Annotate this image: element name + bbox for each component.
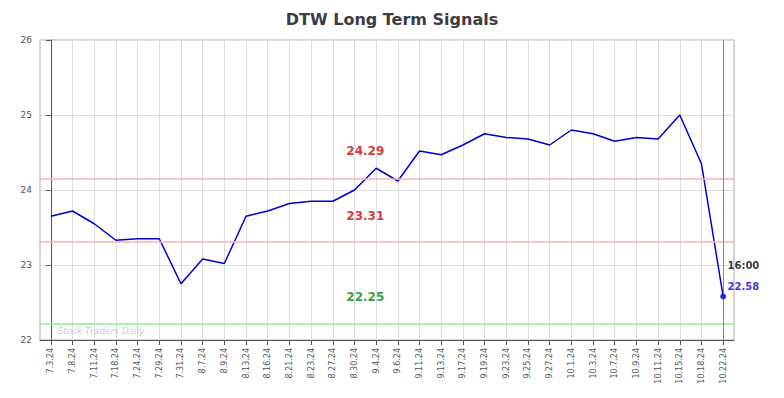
- svg-text:7.11.24: 7.11.24: [90, 348, 99, 379]
- svg-text:26: 26: [21, 35, 33, 45]
- svg-text:8.30.24: 8.30.24: [350, 348, 359, 379]
- svg-text:8.21.24: 8.21.24: [285, 348, 294, 379]
- svg-text:9.23.24: 9.23.24: [502, 348, 511, 379]
- svg-text:9.13.24: 9.13.24: [437, 348, 446, 379]
- svg-text:8.27.24: 8.27.24: [328, 348, 337, 379]
- svg-text:10.11.24: 10.11.24: [654, 348, 663, 384]
- svg-text:9.6.24: 9.6.24: [393, 348, 402, 373]
- svg-text:9.19.24: 9.19.24: [480, 348, 489, 379]
- svg-text:24.29: 24.29: [346, 144, 384, 158]
- svg-text:9.17.24: 9.17.24: [458, 348, 467, 379]
- svg-text:10.9.24: 10.9.24: [632, 348, 641, 379]
- svg-text:9.27.24: 9.27.24: [545, 348, 554, 379]
- svg-text:7.24.24: 7.24.24: [133, 348, 142, 379]
- svg-text:8.7.24: 8.7.24: [198, 348, 207, 373]
- svg-text:8.23.24: 8.23.24: [307, 348, 316, 379]
- svg-text:Stock Traders Daily: Stock Traders Daily: [57, 326, 145, 336]
- svg-text:9.25.24: 9.25.24: [523, 348, 532, 379]
- svg-text:9.11.24: 9.11.24: [415, 348, 424, 379]
- svg-text:22.58: 22.58: [727, 281, 759, 292]
- svg-text:10.3.24: 10.3.24: [589, 348, 598, 379]
- svg-text:10.15.24: 10.15.24: [675, 348, 684, 384]
- svg-text:23: 23: [21, 260, 32, 270]
- svg-text:10.1.24: 10.1.24: [567, 348, 576, 379]
- svg-text:7.3.24: 7.3.24: [46, 348, 55, 373]
- svg-text:7.29.24: 7.29.24: [155, 348, 164, 379]
- svg-text:9.4.24: 9.4.24: [372, 348, 381, 373]
- svg-text:10.18.24: 10.18.24: [697, 348, 706, 384]
- svg-text:7.18.24: 7.18.24: [111, 348, 120, 379]
- svg-text:8.16.24: 8.16.24: [263, 348, 272, 379]
- svg-text:DTW Long Term Signals: DTW Long Term Signals: [286, 10, 498, 29]
- svg-text:24: 24: [21, 185, 33, 195]
- svg-text:7.8.24: 7.8.24: [68, 348, 77, 373]
- svg-text:22: 22: [21, 335, 32, 345]
- svg-text:8.9.24: 8.9.24: [220, 348, 229, 373]
- svg-text:10.22.24: 10.22.24: [719, 348, 728, 384]
- svg-text:22.25: 22.25: [346, 290, 384, 304]
- svg-text:16:00: 16:00: [727, 260, 759, 271]
- svg-text:7.31.24: 7.31.24: [176, 348, 185, 379]
- svg-text:10.7.24: 10.7.24: [610, 348, 619, 379]
- svg-text:23.31: 23.31: [346, 209, 384, 223]
- svg-text:8.13.24: 8.13.24: [242, 348, 251, 379]
- svg-text:25: 25: [21, 110, 32, 120]
